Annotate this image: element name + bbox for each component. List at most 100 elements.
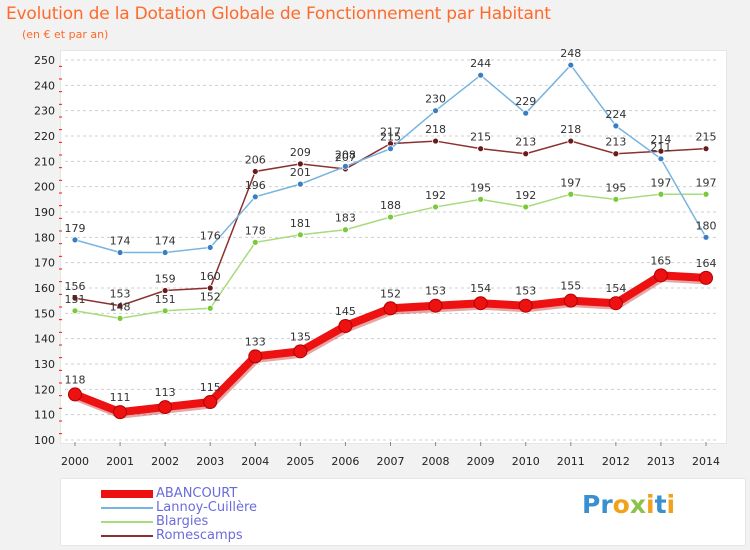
data-label: 153 — [110, 288, 131, 301]
data-point — [477, 145, 485, 153]
legend-label: ABANCOURT — [156, 486, 238, 501]
data-point — [116, 314, 124, 322]
data-label: 217 — [380, 126, 401, 139]
data-label: 151 — [155, 293, 176, 306]
data-label: 174 — [110, 235, 131, 248]
data-label: 164 — [696, 257, 717, 270]
data-label: 197 — [560, 176, 581, 189]
data-label: 145 — [335, 305, 356, 318]
x-tick-label: 2011 — [557, 455, 585, 468]
data-point — [296, 180, 304, 188]
y-tick-label: 180 — [34, 231, 55, 244]
y-tick-label: 130 — [34, 358, 55, 371]
data-label: 192 — [425, 189, 446, 202]
data-label: 165 — [650, 254, 671, 267]
data-point — [563, 293, 578, 308]
data-point — [296, 160, 304, 168]
data-label: 115 — [200, 381, 221, 394]
data-label: 197 — [696, 176, 717, 189]
data-point — [477, 71, 485, 79]
legend-label: Blargies — [156, 514, 209, 529]
data-point — [522, 203, 530, 211]
data-label: 215 — [380, 131, 401, 144]
x-tick-label: 2004 — [241, 455, 269, 468]
data-label: 148 — [110, 300, 131, 313]
data-label: 230 — [425, 93, 446, 106]
x-tick-label: 2013 — [647, 455, 675, 468]
legend-label: Romescamps — [156, 528, 243, 543]
data-label: 181 — [290, 217, 311, 230]
data-label: 159 — [155, 273, 176, 286]
data-label: 155 — [560, 280, 581, 293]
data-point — [161, 249, 169, 256]
data-label: 178 — [245, 224, 266, 237]
y-tick-label: 250 — [34, 54, 55, 67]
y-tick-label: 150 — [34, 307, 55, 320]
x-tick-label: 2009 — [467, 455, 495, 468]
y-tick-label: 210 — [34, 155, 55, 168]
proxiti-logo: Proxiti — [582, 490, 676, 519]
data-label: 176 — [200, 229, 221, 242]
data-label: 195 — [470, 181, 491, 194]
data-label: 209 — [290, 146, 311, 159]
data-point — [567, 61, 575, 69]
data-point — [518, 298, 533, 313]
y-tick-label: 220 — [34, 130, 55, 143]
data-label: 133 — [245, 335, 266, 348]
data-label: 248 — [560, 47, 581, 60]
data-point — [206, 244, 214, 251]
data-point — [653, 268, 668, 283]
data-point — [432, 107, 439, 115]
data-label: 118 — [65, 373, 86, 386]
x-tick-label: 2014 — [692, 455, 720, 468]
data-label: 195 — [605, 181, 626, 194]
data-point — [68, 387, 82, 402]
data-label: 197 — [650, 176, 671, 189]
data-point — [71, 236, 79, 244]
data-point — [567, 137, 575, 145]
data-label: 154 — [470, 282, 491, 295]
data-label: 179 — [65, 222, 86, 235]
legend-swatch-romescamps — [101, 535, 153, 537]
legend-label: Lannoy-Cuillère — [156, 500, 258, 515]
data-point — [296, 231, 304, 239]
data-point — [251, 168, 259, 175]
data-point — [387, 145, 394, 153]
data-label: 211 — [650, 141, 671, 154]
data-point — [657, 147, 665, 155]
data-label: 153 — [515, 285, 536, 298]
data-label: 206 — [245, 153, 266, 166]
x-tick-label: 2005 — [286, 455, 314, 468]
data-label: 151 — [65, 293, 86, 306]
legend-swatch-lannoy-cuillere — [101, 507, 153, 509]
chart-subtitle: (en € et par an) — [22, 28, 109, 41]
data-point — [699, 270, 713, 285]
y-tick-label: 230 — [34, 105, 55, 118]
y-tick-label: 100 — [34, 434, 55, 447]
data-point — [428, 298, 443, 313]
data-point — [702, 233, 710, 241]
data-point — [338, 319, 353, 333]
data-point — [116, 302, 124, 310]
data-label: 160 — [200, 270, 221, 283]
data-label: 152 — [380, 287, 401, 300]
data-point — [702, 190, 710, 198]
data-label: 113 — [155, 386, 176, 399]
legend-swatch-abancourt — [101, 490, 153, 498]
data-label: 213 — [515, 136, 536, 149]
data-label: 135 — [290, 330, 311, 343]
data-point — [522, 109, 530, 117]
data-label: 214 — [650, 133, 671, 146]
plot-area — [60, 50, 727, 444]
data-point — [203, 395, 218, 409]
data-point — [612, 122, 620, 130]
data-point — [522, 150, 530, 158]
data-point — [432, 137, 439, 145]
x-tick-label: 2002 — [151, 455, 179, 468]
x-tick-label: 2010 — [512, 455, 540, 468]
x-tick-label: 2007 — [377, 455, 405, 468]
x-tick-label: 2008 — [422, 455, 450, 468]
data-point — [612, 150, 620, 158]
data-point — [161, 307, 169, 315]
data-point — [251, 238, 259, 246]
